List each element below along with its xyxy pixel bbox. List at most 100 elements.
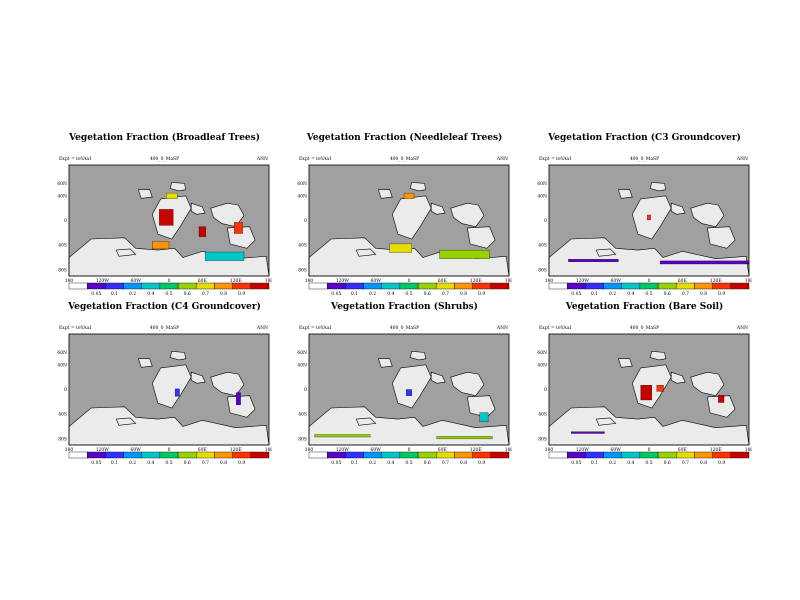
latitude-tick-label: 40S: [58, 243, 67, 249]
colorbar-swatch: [454, 451, 473, 459]
longitude-tick-label: 120E: [470, 447, 482, 453]
colorbar-swatch: [472, 451, 492, 459]
colorbar-swatch: [141, 451, 161, 459]
colorbar-tick-label: 0.8: [460, 460, 467, 466]
land-region: [466, 395, 496, 418]
longitude-tick-label: 120W: [96, 447, 110, 453]
land-region: [430, 202, 446, 215]
colorbar-tick-label: 0.6: [184, 460, 191, 466]
colorbar-tick-label: 0.4: [147, 291, 154, 297]
land-region: [226, 395, 256, 418]
colorbar-tick-label: 0.4: [627, 460, 634, 466]
colorbar-tick-label: 0.9: [718, 291, 725, 297]
latitude-tick-label: 80S: [538, 436, 547, 442]
data-cell: [479, 412, 489, 423]
colorbar-tick-label: 0.7: [682, 291, 689, 297]
longitude-tick-label: 120W: [96, 278, 110, 284]
longitude-tick-label: 120W: [336, 447, 350, 453]
longitude-tick-label: 120E: [710, 278, 722, 284]
land-region: [466, 226, 496, 249]
colorbar-swatch: [567, 282, 586, 290]
colorbar-swatch: [472, 282, 492, 290]
colorbar-swatch: [196, 451, 215, 459]
colorbar-tick-label: 0.7: [442, 460, 449, 466]
longitude-tick-label: 0: [648, 447, 651, 453]
colorbar-tick-label: 0.6: [664, 291, 671, 297]
map-frame: [548, 333, 750, 446]
land-region: [137, 189, 153, 199]
colorbar-tick-label: 0.8: [460, 291, 467, 297]
colorbar-swatch: [123, 451, 142, 459]
latitude-tick-label: 80S: [58, 436, 67, 442]
land-region: [706, 395, 736, 418]
vegetation-map: 60N 40N 0 40S 80S 180 120W 60W 0 60E 120E 180 0.05 0.…: [57, 164, 272, 297]
colorbar-swatch: [657, 282, 677, 290]
colorbar-swatch: [399, 282, 419, 290]
colorbar-tick-label: 0.2: [609, 460, 616, 466]
land-region: [115, 248, 137, 257]
vegetation-map: 60N 40N 0 40S 80S 180 120W 60W 0 60E 120E 180 0.05 0.…: [57, 333, 272, 466]
longitude-tick-label: 180: [265, 447, 272, 453]
colorbar-tick-label: 0.7: [442, 291, 449, 297]
colorbar-swatch: [490, 451, 510, 459]
colorbar-tick-label: 0.6: [184, 291, 191, 297]
colorbar-swatch: [214, 282, 233, 290]
colorbar-tick-label: 0.9: [718, 460, 725, 466]
experiment-label: Expt = teYAa1: [299, 157, 333, 162]
land-region: [190, 202, 206, 215]
run-label: 400_0_MaSP: [389, 157, 420, 162]
colorbar-tick-label: 0.4: [387, 460, 394, 466]
land-region: [210, 202, 245, 228]
data-cell: [718, 394, 725, 403]
land-region: [617, 358, 633, 368]
longitude-tick-label: 120E: [230, 278, 242, 284]
longitude-tick-label: 180: [545, 278, 554, 284]
longitude-tick-label: 120W: [576, 278, 590, 284]
longitude-tick-label: 60E: [678, 278, 687, 284]
vegetation-map: 60N 40N 0 40S 80S 180 120W 60W 0 60E 120E 180 0.05 0.…: [537, 333, 752, 466]
colorbar-swatch: [454, 282, 473, 290]
colorbar-swatch: [639, 451, 659, 459]
experiment-label: Expt = teYAa1: [59, 157, 93, 162]
colorbar-swatch: [621, 451, 641, 459]
colorbar-swatch: [436, 451, 455, 459]
colorbar-swatch: [327, 451, 346, 459]
colorbar-tick-label: 0.7: [682, 460, 689, 466]
data-cell: [198, 226, 206, 237]
season-label: ANN: [736, 326, 748, 331]
colorbar-swatch: [177, 451, 197, 459]
data-cell: [166, 192, 178, 199]
land-region: [169, 181, 187, 192]
season-label: ANN: [496, 326, 508, 331]
experiment-label: Expt = teYAa1: [59, 326, 93, 331]
land-region: [631, 195, 672, 240]
chart-title: Vegetation Fraction (C3 Groundcover): [548, 133, 741, 143]
longitude-tick-label: 120E: [710, 447, 722, 453]
colorbar-tick-label: 0.05: [571, 291, 581, 297]
data-cell: [159, 209, 174, 226]
land-region: [430, 371, 446, 384]
latitude-tick-label: 60N: [537, 350, 547, 356]
experiment-label: Expt = teYAa1: [539, 157, 573, 162]
data-cell: [174, 388, 180, 397]
data-cell: [659, 260, 750, 265]
longitude-tick-label: 60E: [678, 447, 687, 453]
colorbar-swatch: [123, 282, 142, 290]
land-region: [377, 189, 393, 199]
chart-panel-1: Vegetation Fraction (Broadleaf Trees) Exp…: [57, 133, 272, 301]
colorbar-tick-label: 0.7: [202, 460, 209, 466]
land-region: [617, 189, 633, 199]
land-region: [595, 248, 617, 257]
latitude-tick-label: 0: [304, 387, 307, 393]
latitude-tick-label: 40S: [58, 412, 67, 418]
latitude-tick-label: 40N: [537, 362, 547, 368]
colorbar-swatch: [327, 282, 346, 290]
colorbar-tick-label: 0.9: [238, 460, 245, 466]
land-region: [690, 371, 725, 397]
season-label: ANN: [256, 157, 268, 162]
data-cell: [389, 243, 412, 253]
longitude-tick-label: 60W: [371, 278, 382, 284]
colorbar-tick-label: 0.4: [147, 460, 154, 466]
colorbar-swatch: [694, 451, 713, 459]
colorbar-swatch: [159, 282, 179, 290]
